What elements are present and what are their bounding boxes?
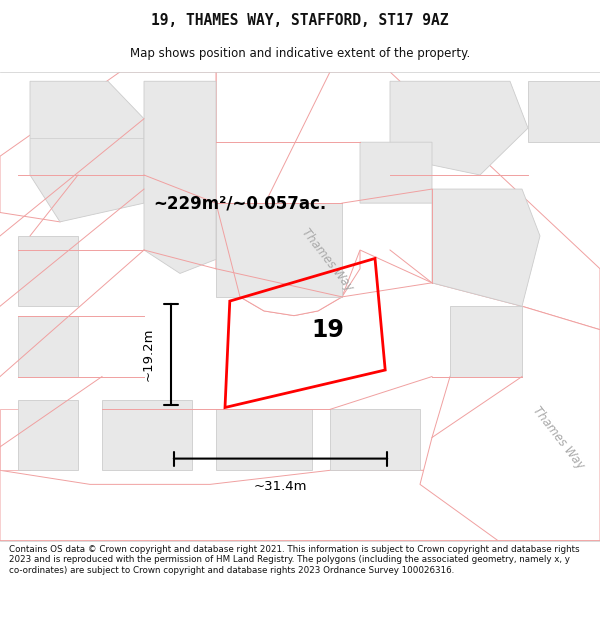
- Polygon shape: [390, 81, 528, 175]
- Polygon shape: [420, 306, 600, 541]
- Text: Thames Way: Thames Way: [299, 226, 355, 293]
- Polygon shape: [0, 470, 600, 541]
- Text: Map shows position and indicative extent of the property.: Map shows position and indicative extent…: [130, 48, 470, 61]
- Text: 19, THAMES WAY, STAFFORD, ST17 9AZ: 19, THAMES WAY, STAFFORD, ST17 9AZ: [151, 12, 449, 28]
- Polygon shape: [228, 72, 600, 330]
- Polygon shape: [216, 72, 360, 316]
- Polygon shape: [102, 400, 192, 470]
- Polygon shape: [432, 189, 540, 306]
- Text: 19: 19: [311, 318, 344, 342]
- Polygon shape: [0, 72, 216, 222]
- Text: ~19.2m: ~19.2m: [142, 328, 155, 381]
- Polygon shape: [144, 81, 216, 274]
- Text: ~31.4m: ~31.4m: [254, 480, 307, 493]
- Polygon shape: [528, 81, 600, 142]
- Text: ~229m²/~0.057ac.: ~229m²/~0.057ac.: [154, 194, 326, 212]
- Polygon shape: [216, 409, 312, 470]
- Polygon shape: [18, 236, 78, 306]
- Text: Thames Way: Thames Way: [530, 404, 586, 471]
- FancyBboxPatch shape: [360, 142, 432, 203]
- Polygon shape: [0, 409, 30, 470]
- Polygon shape: [450, 306, 522, 376]
- Text: Contains OS data © Crown copyright and database right 2021. This information is : Contains OS data © Crown copyright and d…: [9, 545, 580, 574]
- Polygon shape: [18, 316, 78, 376]
- Polygon shape: [30, 81, 144, 222]
- Polygon shape: [18, 400, 78, 470]
- Polygon shape: [216, 203, 342, 297]
- Polygon shape: [330, 409, 420, 470]
